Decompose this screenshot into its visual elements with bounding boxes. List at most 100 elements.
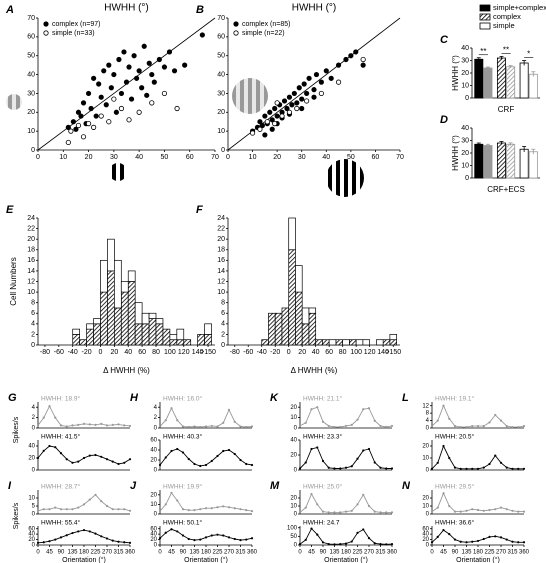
point: [65, 534, 68, 537]
histogram-bar: [204, 334, 212, 346]
point: [499, 506, 503, 509]
point: [111, 539, 114, 542]
bar: [519, 148, 529, 179]
histogram-bar: [162, 328, 171, 346]
legend-swatch: [479, 4, 491, 12]
point: [82, 456, 86, 460]
tuning-curve: [299, 527, 393, 545]
y-tick-label: 12: [27, 278, 35, 285]
point: [517, 510, 520, 513]
x-tick-label: 315: [113, 550, 124, 556]
y-tick-label: 24: [217, 215, 225, 222]
point: [482, 537, 485, 541]
legend-swatch: [479, 13, 491, 21]
point: [91, 124, 97, 130]
annotation: HWHH: 50.1°: [163, 519, 202, 527]
annotation: HWHH: 20.5°: [435, 433, 474, 441]
x-tick-label: -60: [243, 349, 253, 356]
point: [476, 467, 480, 470]
point: [269, 117, 275, 123]
y-tick-label: 10: [28, 496, 35, 502]
point: [390, 511, 394, 514]
point: [299, 96, 305, 102]
tuning-curve: [37, 445, 131, 465]
point: [250, 463, 254, 467]
y-tick-label: 0: [426, 543, 430, 549]
point: [77, 506, 80, 509]
point: [505, 425, 508, 428]
point: [311, 94, 317, 100]
y-tick-label: 18: [27, 247, 35, 254]
point: [442, 404, 445, 407]
point: [459, 540, 462, 543]
y-tick-label: 60: [27, 34, 35, 41]
y-tick-label: 0: [154, 468, 158, 474]
point: [128, 96, 135, 102]
point: [164, 531, 167, 534]
histogram-bar: [100, 259, 108, 293]
point: [257, 119, 263, 125]
point: [164, 456, 167, 459]
point: [517, 467, 520, 470]
point: [136, 68, 142, 74]
x-axis-label: Orientation (°): [62, 556, 106, 563]
x-tick-label: 90: [320, 550, 327, 556]
x-axis-label: CRF: [498, 105, 515, 114]
point: [210, 534, 213, 537]
y-tick-label: 0: [32, 543, 36, 549]
tuning-curve: [431, 444, 524, 470]
point: [158, 425, 162, 428]
x-tick-label: -20: [270, 349, 280, 356]
y-tick-label: 10: [422, 456, 429, 462]
point: [505, 466, 508, 469]
point: [111, 71, 117, 78]
point: [362, 449, 365, 452]
x-tick-label: 135: [329, 550, 340, 556]
point: [511, 509, 514, 512]
point: [71, 424, 74, 427]
point: [187, 425, 190, 429]
point: [294, 105, 300, 112]
point: [222, 421, 225, 424]
point: [123, 541, 126, 544]
histogram-bar: [100, 291, 108, 346]
y-tick-label: 10: [290, 504, 297, 510]
point: [158, 510, 162, 513]
point: [199, 538, 202, 541]
bar: [506, 143, 516, 179]
x-tick-label: 180: [341, 550, 352, 556]
point: [289, 102, 295, 108]
point: [71, 461, 74, 464]
y-tick-label: 30: [217, 90, 225, 97]
x-tick-label: 40: [135, 154, 143, 161]
point: [59, 536, 63, 539]
y-tick-label: 20: [28, 456, 35, 462]
point: [65, 508, 68, 511]
bar: [496, 142, 506, 179]
point: [436, 506, 439, 509]
y-tick-label: 10: [461, 82, 469, 89]
x-tick-label: 0: [36, 550, 40, 556]
histogram-bar: [86, 323, 94, 330]
point: [311, 87, 317, 93]
point: [164, 503, 167, 506]
legend-label: simple (n=33): [52, 30, 95, 37]
point: [85, 121, 92, 127]
point: [373, 510, 376, 513]
point: [170, 491, 173, 494]
histogram-bar: [176, 328, 185, 341]
y-tick-label: 2: [32, 415, 36, 421]
x-tick-label: 20: [273, 154, 281, 161]
point: [448, 533, 451, 536]
point: [499, 419, 503, 422]
point: [134, 75, 140, 81]
point: [318, 90, 324, 97]
point: [245, 538, 248, 541]
y-tick-label: 30: [461, 137, 469, 144]
point: [350, 540, 353, 543]
y-tick-label: 24: [27, 215, 35, 222]
y-tick-label: 40: [461, 125, 469, 132]
x-tick-label: 135: [189, 550, 200, 556]
point: [118, 90, 125, 97]
